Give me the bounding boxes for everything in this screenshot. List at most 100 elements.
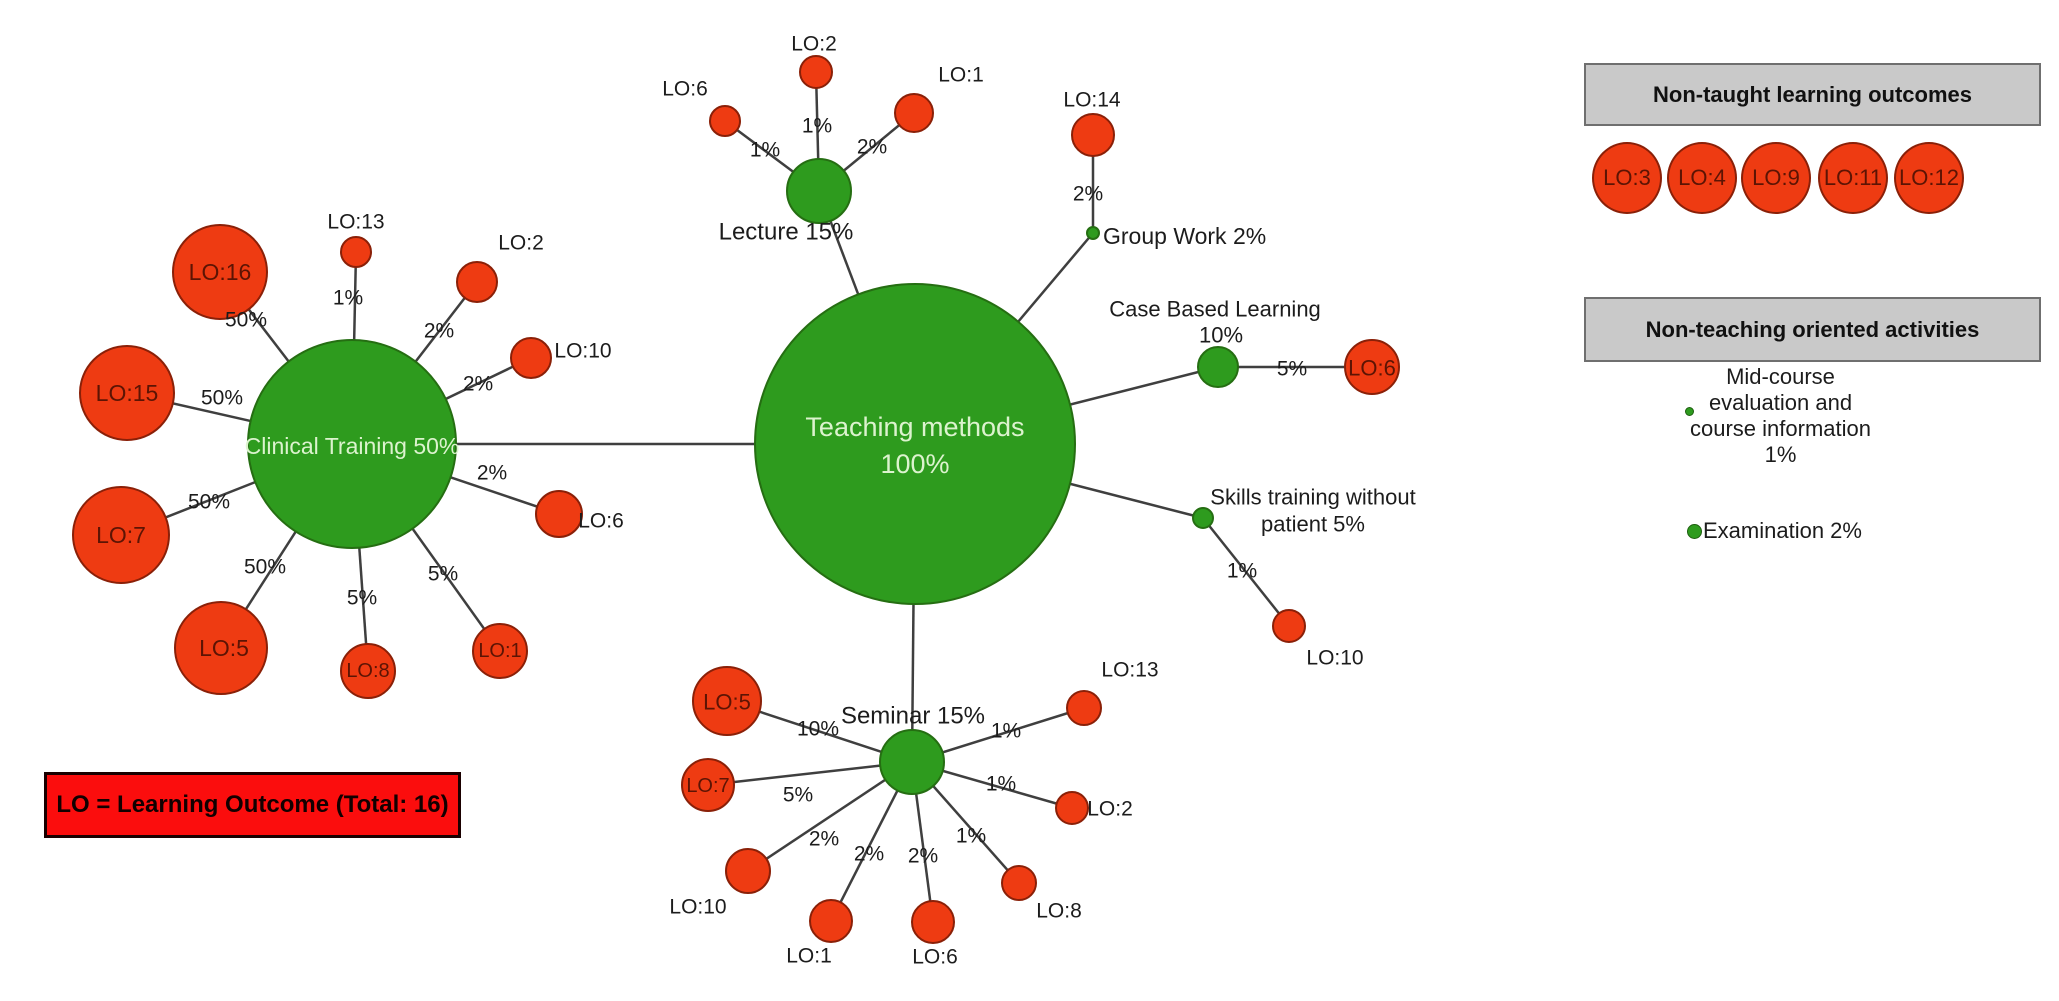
node-lec-lo6 [709,105,741,137]
examination-label: Examination 2% [1703,518,1862,543]
node-lecture [786,158,852,224]
node-sem-lo7 [681,758,735,812]
examination-dot-icon [1687,523,1702,539]
label-sem-lo6: LO:6 [912,946,958,969]
label-ct-lo15: LO:15 [96,380,159,406]
edge-label-ct-lo10: 2% [463,373,493,396]
node-ct-lo16 [172,224,268,320]
edge-label-lec-lo2: 1% [802,115,832,138]
edge-label-sem-lo6: 2% [908,845,938,868]
label-teaching-methods-line1: Teaching methods [805,412,1024,442]
edge-label-ct-lo6: 2% [477,462,507,485]
label-ct-lo8: LO:8 [346,660,389,682]
node-ct-lo13 [340,236,372,268]
label-case-based-learning-line2: 10% [1199,323,1243,348]
label-skills-training-line1: Skills training without [1210,485,1415,510]
edge-label-lec-lo6: 1% [750,139,780,162]
label-ct-lo7: LO:7 [96,522,146,548]
legend-box: LO = Learning Outcome (Total: 16) [44,772,461,838]
node-sem-lo8 [1001,865,1037,901]
edge-label-lec-lo1: 2% [857,136,887,159]
label-lec-lo6: LO:6 [662,78,708,101]
node-group-work [1086,226,1100,240]
label-case-based-learning-line1: Case Based Learning [1109,297,1321,322]
label-lec-lo1: LO:1 [938,64,984,87]
non-taught-lo-4: LO:4 [1667,142,1737,214]
node-sem-lo2 [1055,791,1089,825]
edge-label-sem-lo10: 2% [809,828,839,851]
label-ct-lo1: LO:1 [478,640,521,662]
node-ct-lo8 [340,643,396,699]
node-teaching-methods [754,283,1076,605]
edge-label-ct-lo13: 1% [333,287,363,310]
edge-label-ct-lo16: 50% [225,309,267,332]
label-group-work: Group Work 2% [1103,223,1266,249]
label-lecture: Lecture 15% [719,219,854,246]
label-skills-lo10: LO:10 [1306,647,1363,670]
edge-label-sem-lo5: 10% [797,718,839,741]
node-case-based-learning [1197,346,1239,388]
edge-label-ct-lo2: 2% [424,320,454,343]
node-sem-lo1 [809,899,853,943]
mid-course-line2: evaluation and [1708,390,1853,415]
node-ct-lo15 [79,345,175,441]
edge-label-sem-lo2: 1% [986,773,1016,796]
edge-label-gw-lo14: 2% [1073,183,1103,206]
non-taught-lo-11-label: LO:11 [1823,165,1883,190]
non-taught-lo-11: LO:11 [1818,142,1888,214]
node-sem-lo6 [911,900,955,944]
non-taught-lo-12-label: LO:12 [1899,165,1959,190]
edge-label-sem-lo1: 2% [854,843,884,866]
label-sem-lo7: LO:7 [686,775,729,797]
label-clinical-training: Clinical Training 50% [245,433,460,459]
label-ct-lo16: LO:16 [189,259,252,285]
non-taught-lo-3: LO:3 [1592,142,1662,214]
non-taught-lo-9: LO:9 [1741,142,1811,214]
label-ct-lo6: LO:6 [578,510,624,533]
edge-label-ct-lo8: 5% [347,587,377,610]
node-ct-lo2 [456,261,498,303]
mid-course-line1: Mid-course [1726,364,1835,389]
edge-label-sem-lo7: 5% [783,784,813,807]
non-taught-lo-12: LO:12 [1894,142,1964,214]
label-gw-lo14: LO:14 [1063,89,1121,112]
label-cbl-lo6: LO:6 [1348,356,1396,381]
edge-seminar-sem-lo7 [707,760,913,787]
node-seminar [879,729,945,795]
edge-label-ct-lo5: 50% [244,556,286,579]
mid-course-dot-icon [1685,407,1694,416]
non-teaching-header: Non-teaching oriented activities [1584,297,2041,362]
label-skills-training-line2: patient 5% [1261,512,1365,537]
label-sem-lo5: LO:5 [703,690,751,715]
label-sem-lo13: LO:13 [1101,659,1158,682]
label-ct-lo2: LO:2 [498,232,544,255]
label-sem-lo2: LO:2 [1087,798,1133,821]
edge-label-sem-lo8: 1% [956,825,986,848]
node-lec-lo2 [799,55,833,89]
node-lec-lo1 [894,93,934,133]
node-skills-training [1192,507,1214,529]
mid-course-line3: course information [1690,416,1871,441]
label-sem-lo10: LO:10 [669,896,726,919]
node-ct-lo1 [472,623,528,679]
label-sem-lo1: LO:1 [786,945,832,968]
label-ct-lo10: LO:10 [554,340,611,363]
label-ct-lo13: LO:13 [327,211,384,234]
non-taught-header: Non-taught learning outcomes [1584,63,2041,126]
label-seminar: Seminar 15% [841,703,985,730]
label-lec-lo2: LO:2 [791,33,837,56]
node-sem-lo13 [1066,690,1102,726]
mid-course-line4: 1% [1764,442,1797,467]
node-ct-lo10 [510,337,552,379]
edge-label-sem-lo13: 1% [991,720,1021,743]
label-teaching-methods-line2: 100% [880,449,949,479]
node-clinical-training [247,339,457,549]
edge-label-ct-lo15: 50% [201,387,243,410]
non-taught-lo-4-label: LO:4 [1678,165,1726,190]
non-taught-lo-3-label: LO:3 [1603,165,1651,190]
node-sem-lo5 [692,666,762,736]
node-ct-lo5 [174,601,268,695]
label-sem-lo8: LO:8 [1036,900,1082,923]
